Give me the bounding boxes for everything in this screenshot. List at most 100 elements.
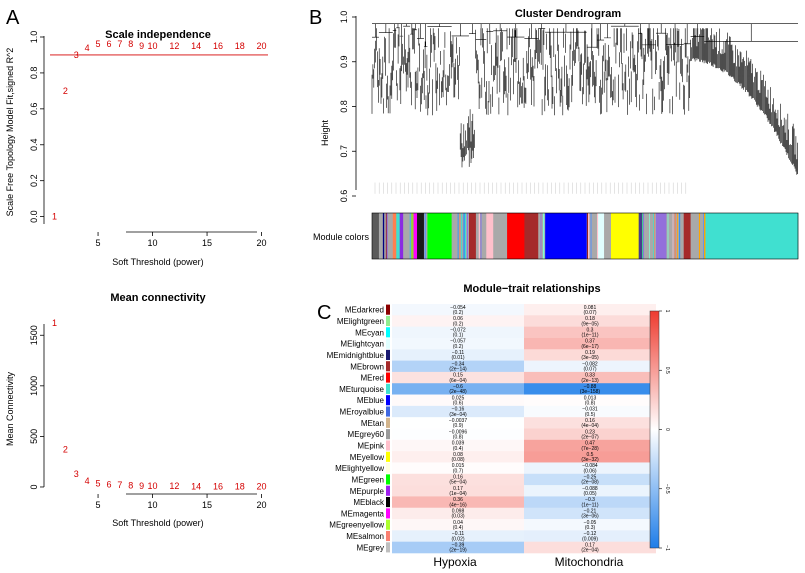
cell-pvalue: (0.009) [582, 536, 598, 542]
cell-correlation: 0.37 [585, 339, 595, 345]
heatmap-cell [524, 473, 656, 486]
colorbar-tick-label: 0 [664, 428, 670, 431]
data-point: 12 [169, 41, 179, 51]
data-point: 9 [139, 41, 144, 51]
data-point: 7 [117, 480, 122, 490]
heatmap-cell [392, 349, 524, 361]
heatmap-cell [524, 485, 656, 497]
colorbar-tick-label: 0.5 [664, 367, 670, 374]
heatmap-cell [524, 304, 656, 316]
heatmap-cell [392, 428, 524, 441]
cell-pvalue: (4e−04) [581, 423, 599, 429]
data-point: 1 [52, 318, 57, 328]
x-tick-label: 15 [202, 500, 212, 510]
module-swatch [386, 542, 390, 553]
y-ticks: 0.6 0.7 0.8 0.9 1.0 [339, 11, 356, 202]
heatmap-cell [524, 451, 656, 463]
module-swatch [386, 429, 390, 440]
y-tick-label: 0.8 [29, 67, 39, 80]
heatmap-colorbar [649, 310, 660, 549]
module-color-segment [451, 213, 470, 259]
module-swatch [386, 304, 390, 315]
module-name: MElightyellow [335, 464, 384, 473]
x-tick-label: 20 [257, 238, 267, 248]
cell-correlation: 0.025 [452, 395, 465, 401]
module-color-segment [372, 213, 380, 259]
leaf-drop-lines [374, 182, 686, 194]
module-color-segment [690, 213, 705, 259]
x-axis-label: Soft Threshold (power) [112, 518, 203, 528]
data-point: 2 [63, 445, 68, 455]
cell-correlation: −0.05 [584, 520, 597, 526]
module-color-segment [486, 213, 494, 259]
cell-pvalue: (0.3) [585, 525, 596, 531]
chart-title: Mean connectivity [110, 292, 206, 304]
module-name: MEyellow [350, 453, 384, 462]
cell-pvalue: (0.2) [453, 310, 464, 316]
cell-pvalue: (6e−04) [449, 378, 467, 384]
heatmap-cell [392, 315, 524, 327]
module-color-stripe [698, 213, 701, 259]
mean-connectivity-chart: Mean connectivity Mean Connectivity Soft… [5, 292, 267, 528]
module-swatch [386, 417, 390, 428]
heatmap-cell [392, 496, 524, 509]
data-point: 6 [106, 479, 111, 489]
cell-correlation: 0.19 [585, 350, 595, 356]
colorbar-tick-label: −0.5 [664, 484, 670, 494]
colorbar-ticks: 1 0.5 0 −0.5 −1 [659, 310, 670, 551]
cell-pvalue: (2e−19) [449, 548, 467, 554]
cell-correlation: 0.04 [453, 520, 463, 526]
module-color-stripe [703, 213, 705, 259]
cell-pvalue: (0.4) [453, 525, 464, 531]
module-color-stripe [674, 213, 676, 259]
module-color-stripe [478, 213, 481, 259]
data-point: 18 [235, 41, 245, 51]
module-color-stripe [463, 213, 465, 259]
cell-pvalue: (0.05) [583, 491, 596, 497]
module-name: MEsalmon [346, 532, 384, 541]
heatmap-cell [524, 360, 656, 373]
x-ticks: 5 10 15 20 [96, 494, 267, 510]
x-tick-label: 10 [148, 238, 158, 248]
y-tick-label: 500 [29, 429, 39, 444]
cell-correlation: −0.12 [584, 531, 597, 537]
module-swatch [386, 349, 390, 360]
trait-label-hypoxia: Hypoxia [433, 555, 477, 569]
module-color-stripe [461, 213, 463, 259]
y-ticks: 0 500 1000 1500 [29, 325, 44, 489]
module-color-stripe [672, 213, 674, 259]
heatmap-cell [524, 337, 656, 350]
cell-pvalue: (0.02) [451, 536, 464, 542]
module-color-segment [392, 213, 397, 259]
panel-label-b: B [309, 7, 322, 29]
module-swatch [386, 519, 390, 530]
cell-pvalue: (0.08) [451, 457, 464, 463]
module-color-stripe [643, 213, 645, 259]
heatmap-cell [524, 507, 656, 520]
y-tick-label: 0.0 [29, 210, 39, 223]
module-swatch [386, 327, 390, 338]
data-point: 6 [106, 39, 111, 49]
module-name: MEblue [357, 396, 385, 405]
data-point: 5 [96, 39, 101, 49]
cell-pvalue: (7e−28) [581, 446, 599, 452]
heatmap-cell [392, 439, 524, 452]
cell-pvalue: (3e−32) [581, 457, 599, 463]
module-name: MEbrown [350, 362, 384, 371]
cell-pvalue: (0.8) [585, 401, 596, 407]
heatmap-cell [392, 462, 524, 475]
heatmap-cell [524, 428, 656, 441]
data-point: 14 [191, 41, 201, 51]
module-color-segment [413, 213, 418, 259]
data-point: 12 [169, 481, 179, 491]
module-color-segment [597, 213, 605, 259]
module-color-stripe [459, 213, 461, 259]
y-axis-label: Scale Free Topology Model Fit,signed R^2 [5, 48, 15, 217]
chart-title: Scale independence [105, 29, 211, 41]
heatmap-cell [392, 326, 524, 339]
y-tick-label: 1.0 [29, 31, 39, 44]
data-point: 8 [128, 480, 133, 490]
cell-correlation: −0.054 [450, 305, 466, 311]
module-color-stripe [590, 213, 592, 259]
